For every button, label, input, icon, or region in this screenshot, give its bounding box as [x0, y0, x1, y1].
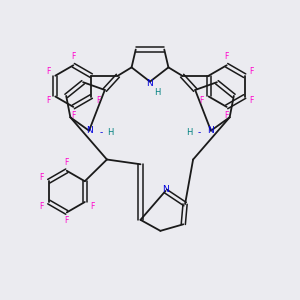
Text: F: F [46, 67, 50, 76]
Text: N: N [162, 185, 169, 194]
Text: H: H [107, 128, 114, 137]
Text: F: F [250, 67, 254, 76]
Text: F: F [39, 172, 44, 182]
Text: N: N [208, 126, 214, 135]
Text: -: - [198, 128, 201, 137]
Text: F: F [39, 202, 44, 211]
Text: F: F [64, 216, 69, 225]
Text: N: N [86, 126, 92, 135]
Text: H: H [186, 128, 193, 137]
Text: F: F [199, 96, 204, 105]
Text: N: N [147, 79, 153, 88]
Text: F: F [224, 52, 229, 62]
Text: -: - [100, 128, 103, 137]
Text: F: F [46, 96, 50, 105]
Text: F: F [250, 96, 254, 105]
Text: F: F [71, 52, 76, 62]
Text: F: F [224, 111, 229, 120]
Text: F: F [96, 96, 101, 105]
Text: F: F [90, 202, 94, 211]
Text: F: F [71, 111, 76, 120]
Text: F: F [64, 158, 69, 167]
Text: H: H [154, 88, 161, 97]
